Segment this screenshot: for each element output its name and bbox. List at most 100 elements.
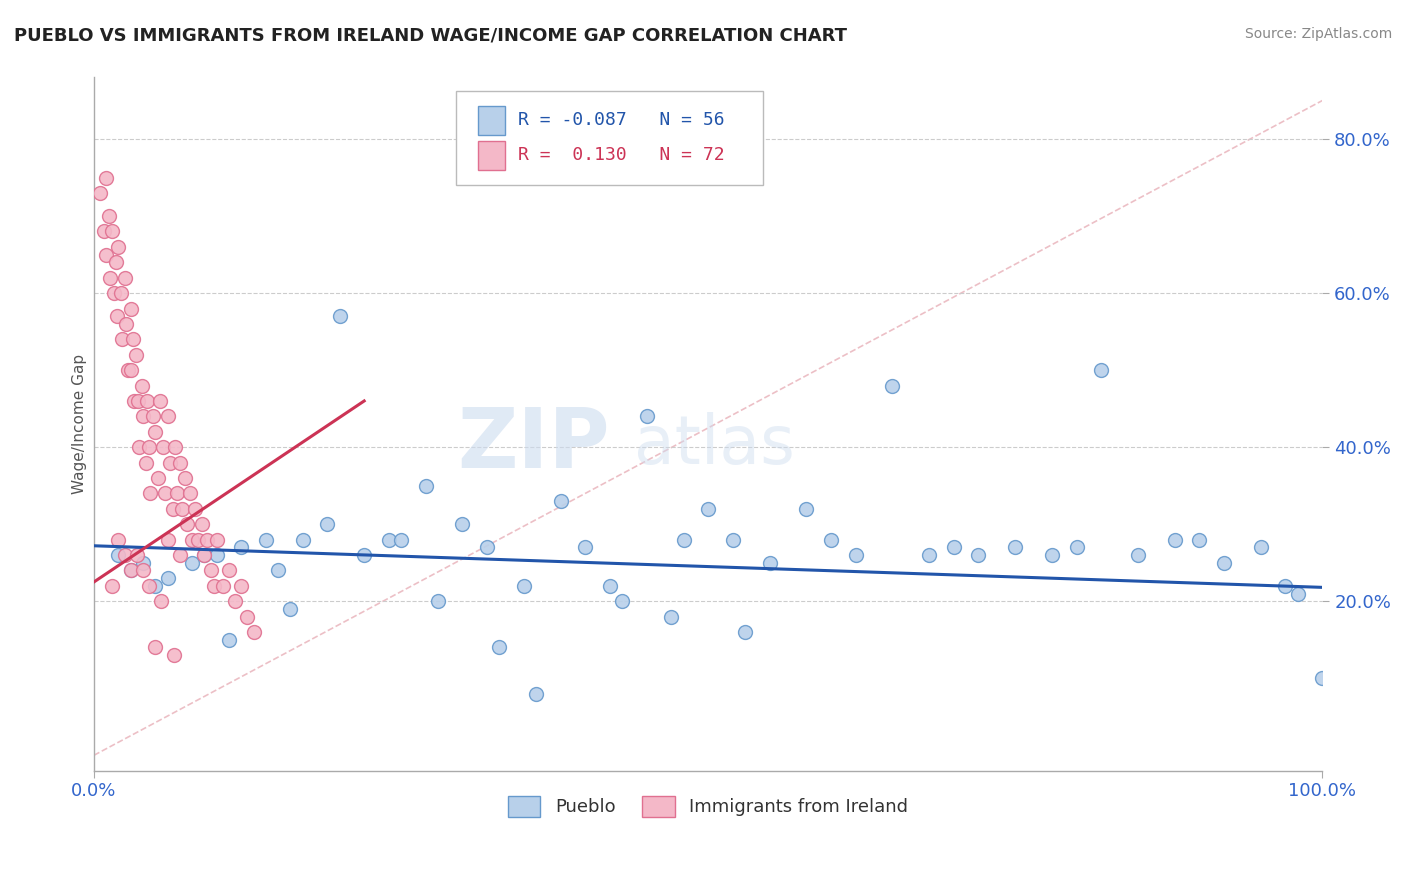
Y-axis label: Wage/Income Gap: Wage/Income Gap <box>72 354 87 494</box>
Point <box>93 225 115 239</box>
Point <box>156 409 179 424</box>
Point <box>156 571 179 585</box>
Point <box>173 471 195 485</box>
Point <box>1090 363 1112 377</box>
Point <box>267 563 290 577</box>
Point <box>153 486 176 500</box>
Point <box>183 501 205 516</box>
Point <box>193 548 215 562</box>
Point <box>550 494 572 508</box>
Point <box>574 541 596 555</box>
Point <box>820 533 842 547</box>
Point <box>599 579 621 593</box>
Point <box>111 332 134 346</box>
Point <box>142 409 165 424</box>
Point <box>181 556 204 570</box>
Point <box>163 440 186 454</box>
Point <box>475 541 498 555</box>
Point <box>280 602 302 616</box>
Point <box>120 563 142 577</box>
Point <box>200 563 222 577</box>
Text: R = -0.087   N = 56: R = -0.087 N = 56 <box>517 112 724 129</box>
Point <box>138 579 160 593</box>
FancyBboxPatch shape <box>457 91 763 185</box>
Point <box>162 501 184 516</box>
Point <box>132 556 155 570</box>
Point <box>131 378 153 392</box>
Point <box>128 440 150 454</box>
Point <box>150 594 173 608</box>
Point <box>218 563 240 577</box>
Point <box>659 609 682 624</box>
Point <box>636 409 658 424</box>
Point <box>967 548 990 562</box>
Text: atlas: atlas <box>634 412 796 478</box>
Point <box>134 456 156 470</box>
Point <box>882 378 904 392</box>
Point <box>697 501 720 516</box>
Point <box>169 548 191 562</box>
Text: PUEBLO VS IMMIGRANTS FROM IRELAND WAGE/INCOME GAP CORRELATION CHART: PUEBLO VS IMMIGRANTS FROM IRELAND WAGE/I… <box>14 27 846 45</box>
Point <box>107 240 129 254</box>
Point <box>143 579 166 593</box>
Point <box>377 533 399 547</box>
Point <box>176 517 198 532</box>
Point <box>231 579 253 593</box>
Point <box>101 579 124 593</box>
Point <box>98 270 121 285</box>
Point <box>135 394 157 409</box>
Point <box>132 409 155 424</box>
Legend: Pueblo, Immigrants from Ireland: Pueblo, Immigrants from Ireland <box>501 789 915 824</box>
Point <box>1310 671 1333 685</box>
Point <box>218 632 240 647</box>
Point <box>1040 548 1063 562</box>
Point <box>110 286 132 301</box>
Point <box>353 548 375 562</box>
Point <box>181 533 204 547</box>
Text: ZIP: ZIP <box>457 404 610 485</box>
Point <box>89 186 111 200</box>
Point <box>166 486 188 500</box>
Point <box>127 394 149 409</box>
Point <box>524 687 547 701</box>
Point <box>1286 586 1309 600</box>
Point <box>101 225 124 239</box>
Point <box>143 640 166 655</box>
Point <box>1274 579 1296 593</box>
Point <box>179 486 201 500</box>
Point <box>242 625 264 640</box>
Point <box>132 563 155 577</box>
Point <box>159 456 181 470</box>
Point <box>122 332 145 346</box>
Point <box>191 517 214 532</box>
Point <box>149 394 172 409</box>
Point <box>120 363 142 377</box>
Point <box>105 255 128 269</box>
Point <box>316 517 339 532</box>
Point <box>138 440 160 454</box>
Point <box>212 579 235 593</box>
Point <box>1066 541 1088 555</box>
Point <box>254 533 277 547</box>
FancyBboxPatch shape <box>478 141 505 169</box>
Text: Source: ZipAtlas.com: Source: ZipAtlas.com <box>1244 27 1392 41</box>
Point <box>105 310 128 324</box>
Point <box>96 170 118 185</box>
Point <box>918 548 941 562</box>
Point <box>451 517 474 532</box>
Point <box>488 640 510 655</box>
Point <box>202 579 225 593</box>
Point <box>610 594 633 608</box>
Point <box>236 609 259 624</box>
Point <box>513 579 536 593</box>
Point <box>117 363 139 377</box>
Point <box>139 486 162 500</box>
Point <box>1164 533 1187 547</box>
Point <box>1250 541 1272 555</box>
Point <box>156 533 179 547</box>
Point <box>107 548 129 562</box>
Point <box>120 301 142 316</box>
Point <box>143 425 166 439</box>
Point <box>195 533 218 547</box>
Text: R =  0.130   N = 72: R = 0.130 N = 72 <box>517 146 724 164</box>
